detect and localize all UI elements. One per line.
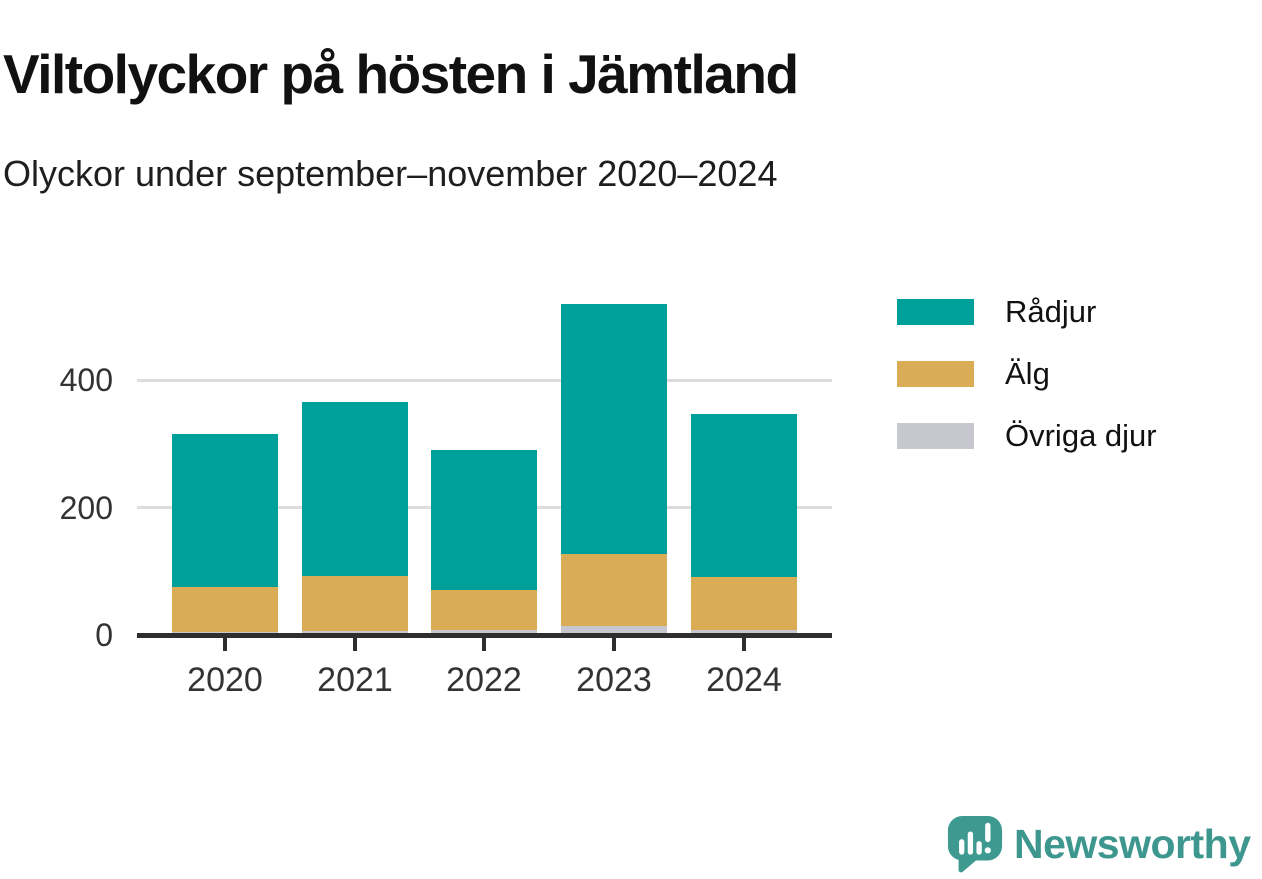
legend-swatch [897, 361, 974, 387]
legend-label: Rådjur [1005, 294, 1097, 329]
bar-segment [302, 576, 408, 631]
bar-segment [431, 589, 537, 630]
legend-label: Övriga djur [1005, 418, 1157, 453]
bar-segment [691, 413, 797, 577]
legend-swatch [897, 299, 974, 325]
gridline-400 [137, 378, 832, 382]
newsworthy-logo-icon [947, 815, 1003, 873]
x-axis-tick [612, 637, 616, 651]
bar-segment [561, 626, 667, 635]
bar-segment [302, 401, 408, 577]
legend-item: Övriga djur [897, 418, 1157, 453]
x-axis-tick [223, 637, 227, 651]
legend-item: Älg [897, 356, 1157, 391]
x-axis-tick-label: 2021 [317, 661, 393, 699]
bar-segment [561, 554, 667, 627]
legend-swatch [897, 423, 974, 449]
x-axis-tick-label: 2020 [187, 661, 263, 699]
legend-label: Älg [1005, 356, 1050, 391]
y-axis-tick-label: 200 [59, 489, 113, 526]
bar-segment [302, 630, 408, 635]
newsworthy-logo: Newsworthy [946, 814, 1251, 875]
bar-segment [431, 450, 537, 590]
x-axis-tick [742, 637, 746, 651]
bar-segment [431, 629, 537, 635]
stacked-bar-chart: 0 200 400 2020 2021 2022 2023 2024 [59, 303, 832, 699]
chart-title: Viltolyckor på hösten i Jämtland [3, 42, 799, 105]
x-axis-tick [482, 637, 486, 651]
chart-subtitle: Olyckor under september–november 2020–20… [3, 153, 778, 194]
y-axis-tick-label: 400 [59, 362, 113, 398]
x-axis-line [137, 633, 832, 638]
bar-segment [691, 576, 797, 630]
x-axis-tick [353, 637, 357, 651]
bar-segment [172, 587, 278, 632]
x-axis-tick-label: 2022 [446, 661, 522, 699]
newsworthy-logo-text: Newsworthy [1014, 821, 1251, 867]
bar-segment [691, 629, 797, 635]
legend-item: Rådjur [897, 294, 1157, 329]
y-axis-tick-label: 0 [95, 617, 113, 653]
x-axis-tick-label: 2024 [706, 661, 782, 699]
bar-segment [561, 303, 667, 555]
x-axis-tick-label: 2023 [576, 661, 652, 699]
bar-segment [172, 434, 278, 588]
chart-legend: Rådjur Älg Övriga djur [897, 294, 1157, 485]
